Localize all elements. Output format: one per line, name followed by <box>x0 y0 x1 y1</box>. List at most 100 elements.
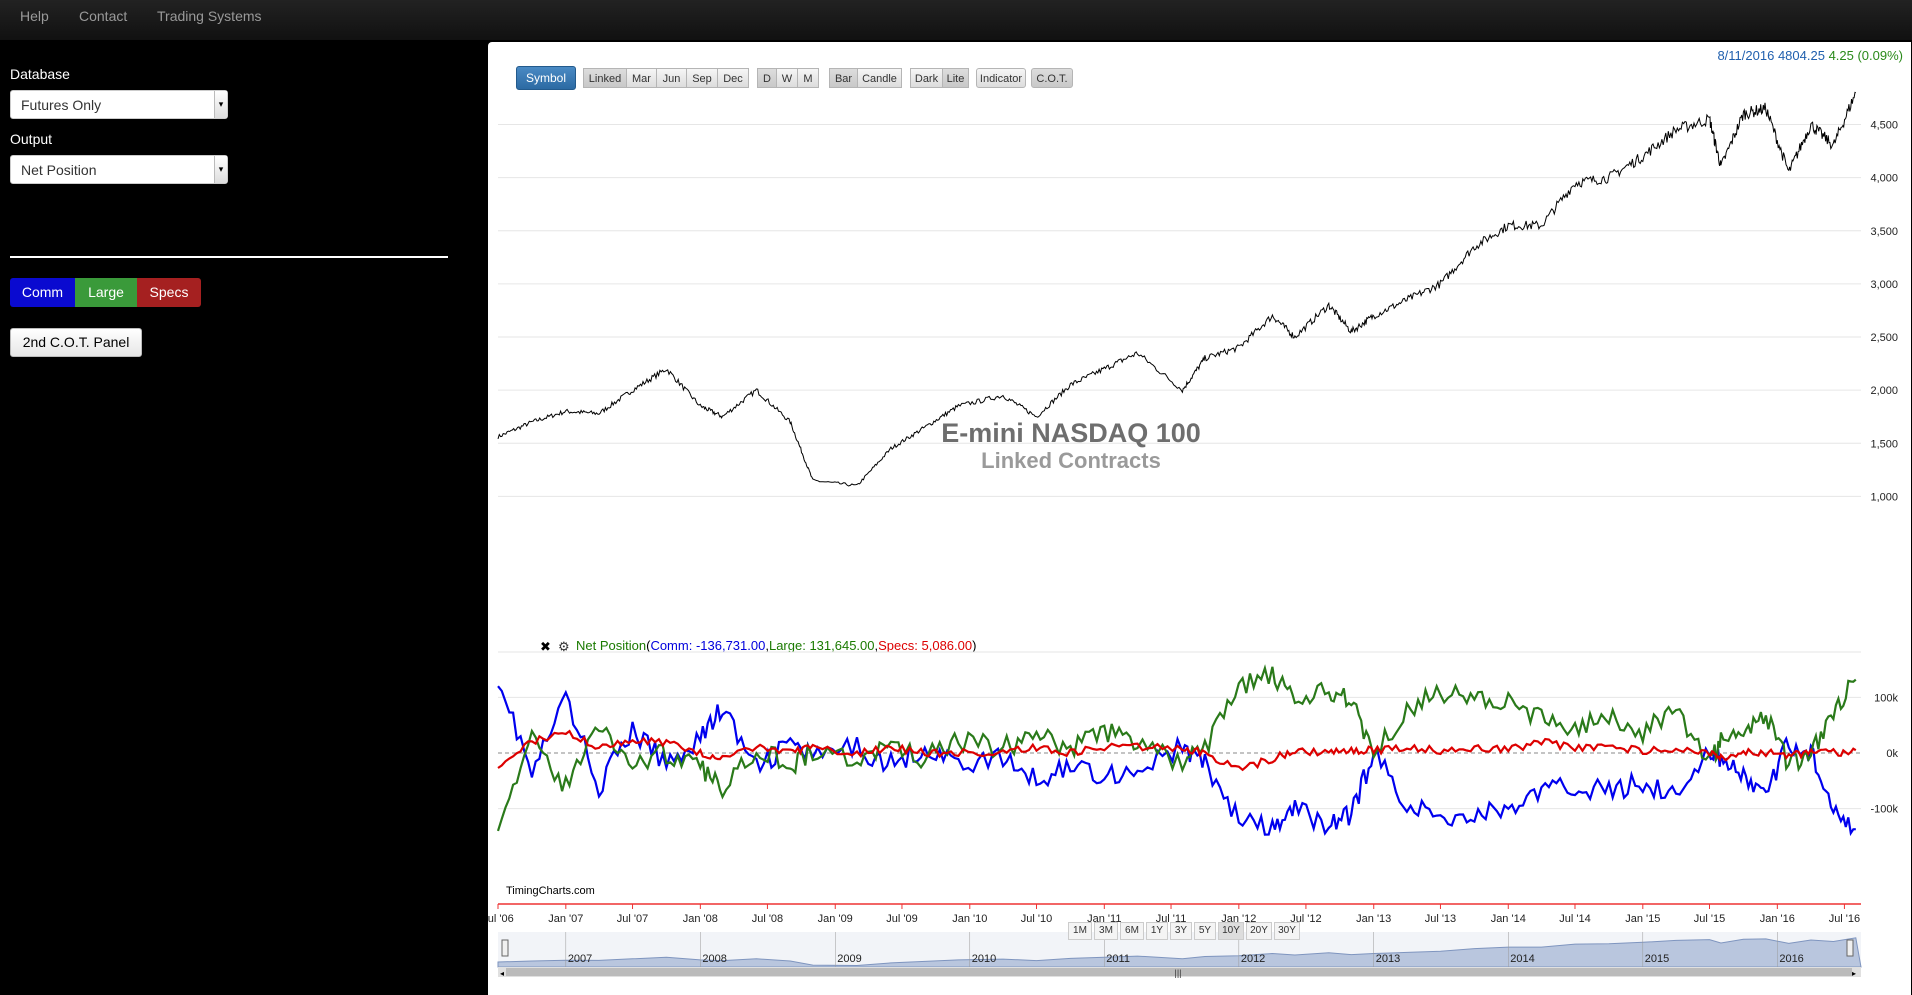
cot-legend-comm: Comm: -136,731.00 <box>650 638 765 653</box>
navigator-year-label: 2011 <box>1106 953 1130 965</box>
symbol-button[interactable]: Symbol <box>516 66 576 90</box>
range-6m-button[interactable]: 6M <box>1120 922 1144 940</box>
paren-close: ) <box>972 638 976 653</box>
large-button[interactable]: Large <box>75 278 137 307</box>
x-tick-label: Jan '14 <box>1491 913 1526 925</box>
navigator-area <box>497 937 1862 968</box>
cot-grid <box>498 651 1861 810</box>
sidebar: Database Futures Only ▾ Output Net Posit… <box>0 40 488 995</box>
period-m-button[interactable]: M <box>797 68 819 88</box>
style-candle-button[interactable]: Candle <box>857 68 902 88</box>
chart-title: E-mini NASDAQ 100 <box>941 418 1201 448</box>
navigator-year-label: 2010 <box>972 953 996 965</box>
price-y-tick-label: 3,500 <box>1870 226 1898 238</box>
navigator-left-handle[interactable] <box>501 939 509 957</box>
cot-line-comm <box>497 685 1856 837</box>
price-series <box>497 91 1856 487</box>
x-tick-label: Jan '07 <box>548 913 583 925</box>
range-1y-button[interactable]: 1Y <box>1146 922 1168 940</box>
cot-line-specs <box>497 729 1857 772</box>
database-select[interactable]: Futures Only ▾ <box>10 90 228 119</box>
chevron-down-icon: ▾ <box>214 156 227 183</box>
navigator-year-label: 2007 <box>568 953 592 965</box>
style-bar-button[interactable]: Bar <box>829 68 858 88</box>
price-grid <box>498 124 1861 497</box>
nav-help-link[interactable]: Help <box>20 8 49 24</box>
x-tick-label: Jul '16 <box>1829 913 1860 925</box>
nav-trading-systems-link[interactable]: Trading Systems <box>157 8 262 24</box>
x-tick-label: Jan '08 <box>683 913 718 925</box>
range-20y-button[interactable]: 20Y <box>1246 922 1272 940</box>
navigator-right-handle[interactable] <box>1846 939 1854 957</box>
output-select[interactable]: Net Position ▾ <box>10 155 228 184</box>
cot-y-axis: 100k 0k -100k <box>1870 692 1898 815</box>
x-tick-label: Jul '06 <box>488 913 514 925</box>
chart-subtitle: Linked Contracts <box>981 448 1161 473</box>
contract-dec-button[interactable]: Dec <box>717 68 749 88</box>
scroll-right-icon[interactable]: ▸ <box>1852 969 1856 978</box>
output-label: Output <box>10 131 53 147</box>
price-y-tick-label: 4,000 <box>1870 173 1898 185</box>
scroll-left-icon[interactable]: ◂ <box>500 969 504 978</box>
x-tick-label: Jan '15 <box>1625 913 1660 925</box>
x-tick-label: Jul '13 <box>1425 913 1456 925</box>
gear-icon[interactable]: ⚙ <box>558 639 570 654</box>
top-navbar: Help Contact Trading Systems <box>0 0 1912 41</box>
quote-change: 4.25 (0.09%) <box>1828 48 1903 63</box>
theme-lite-button[interactable]: Lite <box>942 68 969 88</box>
x-tick-label: Jul '10 <box>1021 913 1052 925</box>
indicator-button[interactable]: Indicator <box>976 68 1026 88</box>
navigator-year-label: 2015 <box>1645 953 1669 965</box>
navigator-scrollbar-thumb[interactable] <box>506 968 1852 976</box>
cot-legend: Net Position(Comm: -136,731.00,Large: 13… <box>576 638 976 653</box>
x-tick-label: Jul '15 <box>1694 913 1725 925</box>
scrollbar-grip-icon[interactable]: ||| <box>1174 968 1181 978</box>
database-select-value: Futures Only <box>21 97 102 113</box>
navigator-year-label: 2013 <box>1376 953 1400 965</box>
quote-date: 8/11/2016 <box>1717 48 1775 63</box>
cot-button[interactable]: C.O.T. <box>1031 68 1073 88</box>
paren-open: ( <box>646 638 651 653</box>
x-tick-label: Jul '08 <box>752 913 783 925</box>
cot-series <box>496 664 1857 837</box>
range-1m-button[interactable]: 1M <box>1068 922 1092 940</box>
output-select-value: Net Position <box>21 162 97 178</box>
cot-legend-title: Net Position <box>576 638 646 653</box>
price-y-tick-label: 1,000 <box>1870 491 1898 503</box>
database-label: Database <box>10 66 70 82</box>
quote-price: 4804.25 <box>1777 48 1825 63</box>
x-tick-label: Jul '07 <box>617 913 648 925</box>
range-3m-button[interactable]: 3M <box>1094 922 1118 940</box>
range-5y-button[interactable]: 5Y <box>1194 922 1216 940</box>
comma: , <box>765 638 769 653</box>
cot-y-tick-label: 100k <box>1874 692 1898 704</box>
contract-linked-button[interactable]: Linked <box>583 68 627 88</box>
nav-contact-link[interactable]: Contact <box>79 8 128 24</box>
navigator-years: 2007 2008 2009 2010 2011 2012 2013 2014 2015 2016 <box>565 932 1804 967</box>
range-10y-button[interactable]: 10Y <box>1218 922 1244 940</box>
range-30y-button[interactable]: 30Y <box>1274 922 1300 940</box>
range-3y-button[interactable]: 3Y <box>1170 922 1192 940</box>
price-line <box>497 91 1856 487</box>
cot-line-large <box>496 664 1857 832</box>
price-y-tick-label: 2,000 <box>1870 385 1898 397</box>
chart-canvas: 1,000 1,500 2,000 2,500 3,000 3,500 4,000 4,500… <box>488 91 1898 978</box>
second-cot-panel-button[interactable]: 2nd C.O.T. Panel <box>10 328 142 357</box>
chart-panel: Symbol Linked Mar Jun Sep Dec D W M Bar … <box>488 42 1911 995</box>
x-tick-label: Jan '16 <box>1760 913 1795 925</box>
price-y-tick-label: 3,000 <box>1870 279 1898 291</box>
cot-y-tick-label: 0k <box>1886 748 1898 760</box>
navigator-year-label: 2008 <box>702 953 726 965</box>
navigator-year-label: 2014 <box>1510 953 1534 965</box>
close-icon[interactable]: ✖ <box>540 639 551 654</box>
contract-sep-button[interactable]: Sep <box>686 68 718 88</box>
navigator-year-label: 2009 <box>837 953 861 965</box>
divider <box>10 256 448 258</box>
comm-button[interactable]: Comm <box>10 278 75 307</box>
theme-dark-button[interactable]: Dark <box>910 68 943 88</box>
x-tick-label: Jan '13 <box>1356 913 1391 925</box>
navigator-year-label: 2012 <box>1241 953 1265 965</box>
cot-legend-large: Large: 131,645.00 <box>769 638 875 653</box>
specs-button[interactable]: Specs <box>137 278 201 307</box>
price-y-tick-label: 1,500 <box>1870 438 1898 450</box>
